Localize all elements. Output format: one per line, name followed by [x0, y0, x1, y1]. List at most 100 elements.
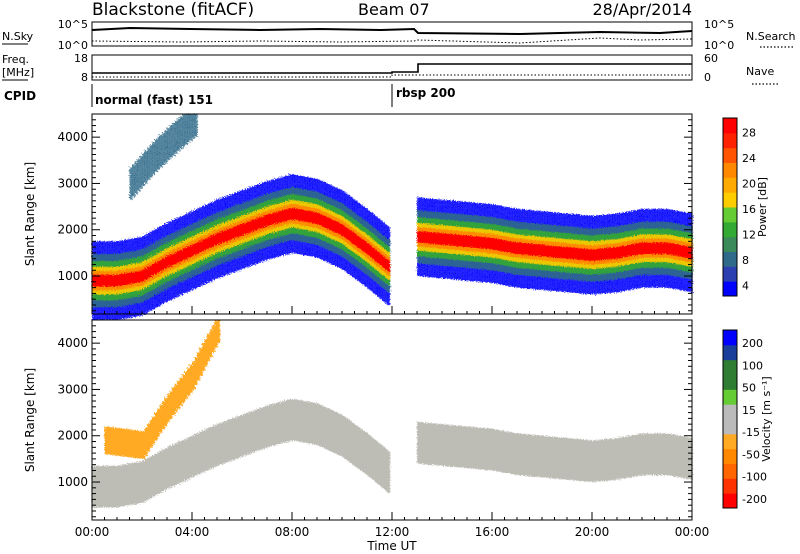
power-colorbar-swatches [723, 118, 737, 297]
power-echo-cell [372, 247, 376, 260]
velocity-echo-cell [139, 430, 143, 459]
power-echo-cell [99, 274, 103, 287]
power-echo-cell [464, 235, 468, 247]
velocity-echo-cell [272, 403, 276, 446]
power-echo-cell [662, 242, 666, 255]
power-echo-cell [217, 232, 221, 245]
velocity-echo-cell [259, 407, 263, 450]
power-echo-cell [164, 130, 168, 163]
velocity-echo-cell [579, 439, 583, 481]
nave-label: Nave [746, 65, 774, 78]
freq-label-1: Freq. [2, 53, 29, 66]
power-echo-cell [292, 207, 296, 220]
power-echo-cell [622, 245, 626, 258]
velocity-echo-cell [649, 433, 653, 476]
velocity-echo-cell [544, 436, 548, 478]
power-echo-cell [447, 233, 451, 246]
velocity-echo-cell [319, 405, 323, 447]
velocity-echo-cell [339, 414, 343, 456]
velocity-echo-cell [489, 428, 493, 471]
velocity-echo-cell [134, 462, 138, 505]
range-tick-label: 3000 [57, 382, 88, 396]
power-echo-cell [162, 132, 166, 165]
power-echo-cell [489, 237, 493, 250]
velocity-echo-cell [449, 424, 453, 467]
velocity-echo-cell [464, 426, 468, 469]
power-echo-cell [312, 211, 316, 224]
velocity-colorbar: 200 100 50 15 -15 -50 -100 -200 Velocity [m s⁻¹… [722, 329, 773, 509]
range-tick-label: 1000 [57, 269, 88, 283]
velocity-echo-cell [342, 415, 346, 458]
power-echo-cell [187, 246, 191, 259]
velocity-echo-cell [312, 402, 316, 445]
range-tick-label: 1000 [57, 475, 88, 489]
cpid-mode-2: rbsp 200 [396, 86, 455, 100]
velocity-echo-cell [642, 433, 646, 476]
power-echo-cell [419, 231, 423, 243]
power-echo-cell [624, 245, 628, 258]
power-echo-cell [184, 247, 188, 260]
velocity-echo-cell [439, 424, 443, 466]
velocity-echo-cell [562, 437, 566, 480]
power-echo-cell [384, 257, 388, 270]
velocity-echo-cell [107, 426, 111, 455]
velocity-echo-cell [99, 465, 103, 508]
velocity-echo-cell [607, 438, 611, 481]
velocity-echo-cell [679, 435, 683, 478]
velocity-echo-cell [239, 415, 243, 458]
power-echo-cell [159, 259, 163, 272]
velocity-echo-cell [467, 426, 471, 469]
colorbar-tick-label: 50 [742, 382, 756, 395]
velocity-echo-cell [604, 439, 608, 481]
power-echo-cell [169, 125, 173, 158]
velocity-echo-cell [437, 423, 441, 466]
power-echo-cell [637, 243, 641, 255]
nave-tick-high: 60 [704, 52, 718, 65]
noise-right-tick-high: 10^5 [704, 18, 734, 31]
velocity-echo-cell [167, 394, 171, 422]
power-echo-cell [367, 243, 371, 256]
velocity-echo-cell [494, 429, 498, 472]
velocity-echo-cell [659, 433, 663, 476]
power-echo-cell [239, 224, 243, 236]
power-echo-cell [264, 215, 268, 227]
range-tick-label: 4000 [57, 336, 88, 350]
velocity-colorbar-swatches [723, 330, 737, 509]
power-echo-cell [619, 246, 623, 258]
power-echo-cell [174, 120, 178, 154]
velocity-echo-cell [122, 428, 126, 457]
colorbar-swatch [723, 374, 737, 390]
power-echo-cell [234, 226, 238, 238]
power-echo-cell [614, 247, 618, 259]
power-echo-cell [579, 248, 583, 260]
power-echo-cell [314, 212, 318, 224]
velocity-echo-cell [109, 465, 113, 508]
power-echo-cell [639, 242, 643, 255]
velocity-echo-cell [149, 456, 153, 499]
power-echo-cell [594, 249, 598, 261]
colorbar-swatch [723, 118, 737, 134]
velocity-echo-cell [677, 435, 681, 478]
power-echo-cell [142, 153, 146, 186]
velocity-echo-cell [599, 439, 603, 482]
velocity-colorbar-title: Velocity [m s⁻¹] [760, 376, 773, 461]
velocity-echo-cell [164, 448, 168, 490]
power-echo-cell [457, 234, 461, 247]
power-echo-cell [334, 221, 338, 233]
velocity-echo-cell [324, 407, 328, 450]
power-echo-cell [664, 242, 668, 255]
power-echo-cell [437, 232, 441, 245]
power-echo-cell [152, 264, 156, 276]
power-echo-cell [434, 232, 438, 245]
velocity-echo-cell [424, 422, 428, 465]
power-echo-cell [194, 114, 198, 137]
power-echo-cell [122, 273, 126, 286]
power-echo-cell [569, 247, 573, 260]
range-tick-label: 4000 [57, 130, 88, 144]
colorbar-swatch [723, 162, 737, 178]
power-echo-cell [147, 147, 151, 181]
power-echo-cell [172, 253, 176, 266]
velocity-echo-cell [564, 437, 568, 480]
velocity-echo-cell [484, 428, 488, 470]
velocity-panel: 1000 2000 3000 4000 Slant Range [km] [23, 319, 693, 521]
